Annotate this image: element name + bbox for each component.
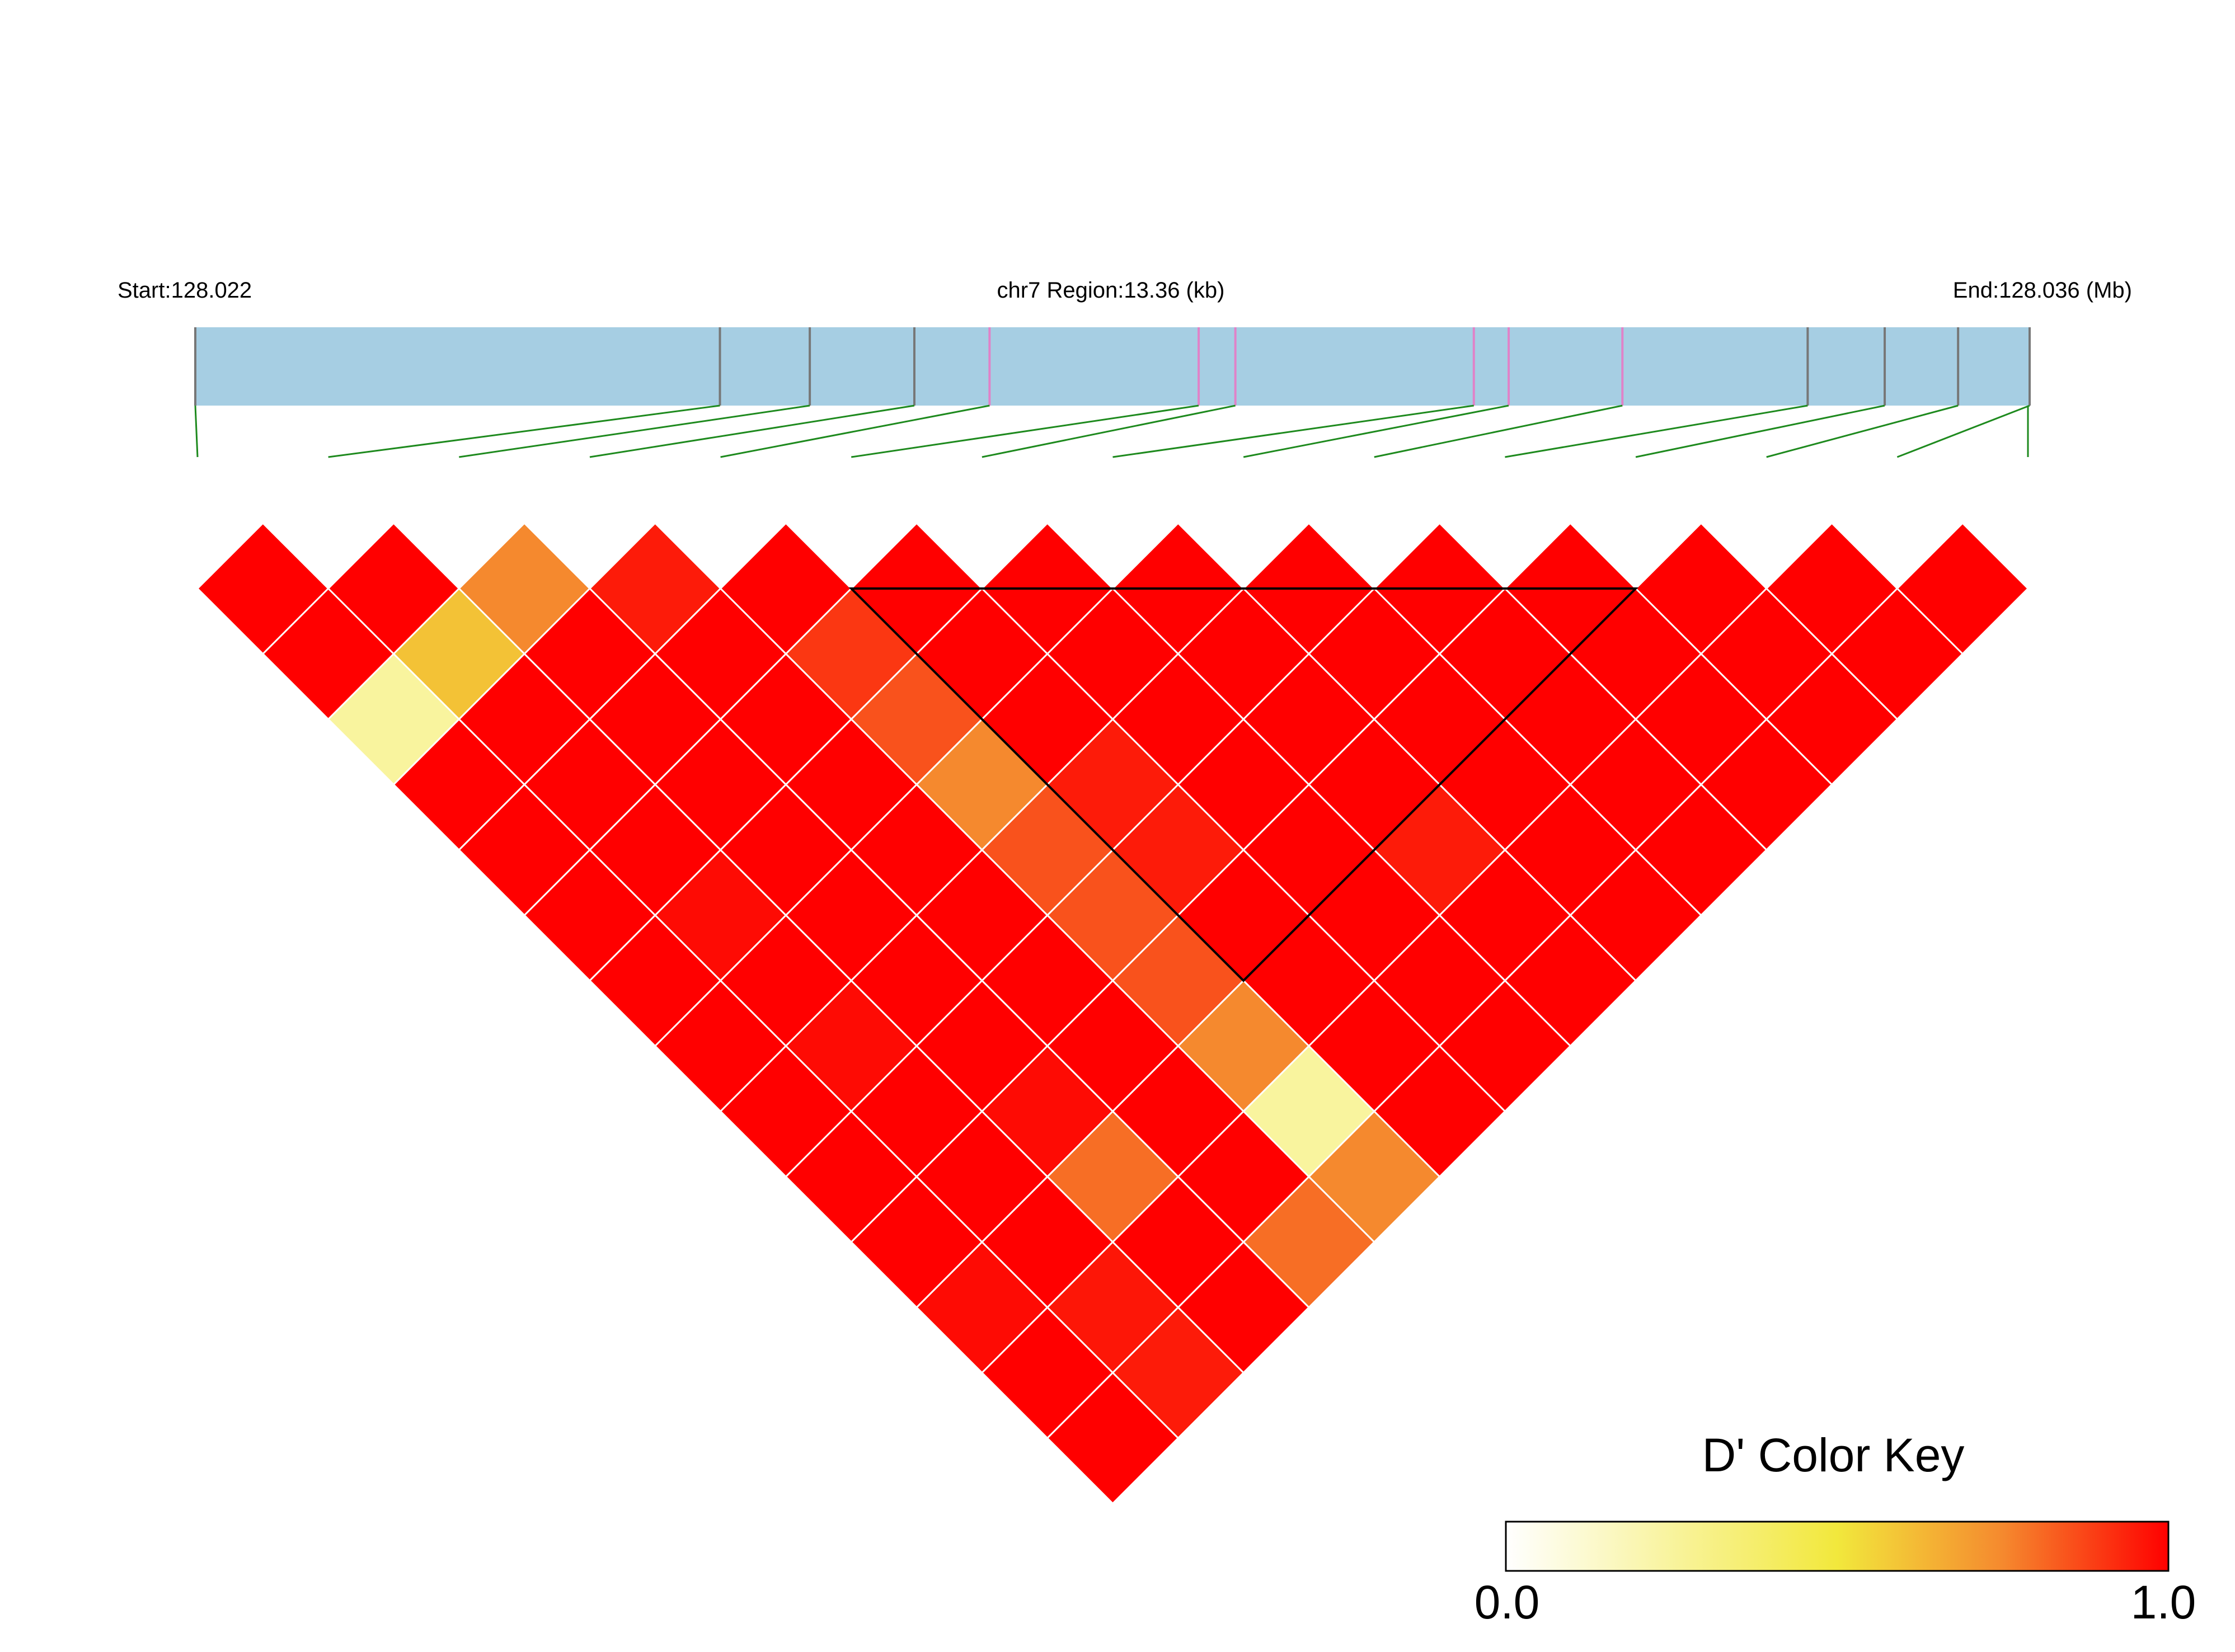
snp-connector	[1896, 404, 2030, 458]
region-start-label: Start:128.022	[118, 278, 252, 303]
snp-connector	[459, 404, 810, 458]
snp-connector	[1243, 404, 1509, 458]
ld-cell	[1046, 1371, 1180, 1505]
snp-connector	[1112, 404, 1474, 458]
snp-connectors	[194, 404, 2030, 458]
snp-connector	[1374, 404, 1623, 458]
color-key-title: D' Color Key	[1702, 1429, 1965, 1481]
snp-connector	[982, 404, 1236, 458]
color-key-min-label: 0.0	[1475, 1576, 1540, 1629]
ld-cells	[196, 522, 2030, 1505]
snp-connector	[328, 404, 720, 458]
ld-block-outline	[848, 587, 1638, 982]
color-key-max-label: 1.0	[2131, 1576, 2196, 1629]
color-key-legend: D' Color Key 0.0 1.0	[1475, 1429, 2196, 1629]
snp-connector	[589, 404, 915, 458]
region-center-label: chr7 Region:13.36 (kb)	[997, 278, 1225, 303]
region-track	[195, 327, 2030, 406]
snp-connector	[1635, 404, 1885, 458]
snp-connector	[720, 404, 990, 458]
snp-connector	[851, 404, 1199, 458]
color-key-bar	[1505, 1521, 2170, 1572]
snp-connector	[194, 405, 199, 458]
region-end-label: End:128.036 (Mb)	[1953, 278, 2132, 303]
snp-ticks	[194, 327, 2031, 406]
snp-connector	[1766, 404, 1959, 458]
snp-connector	[1505, 404, 1808, 458]
